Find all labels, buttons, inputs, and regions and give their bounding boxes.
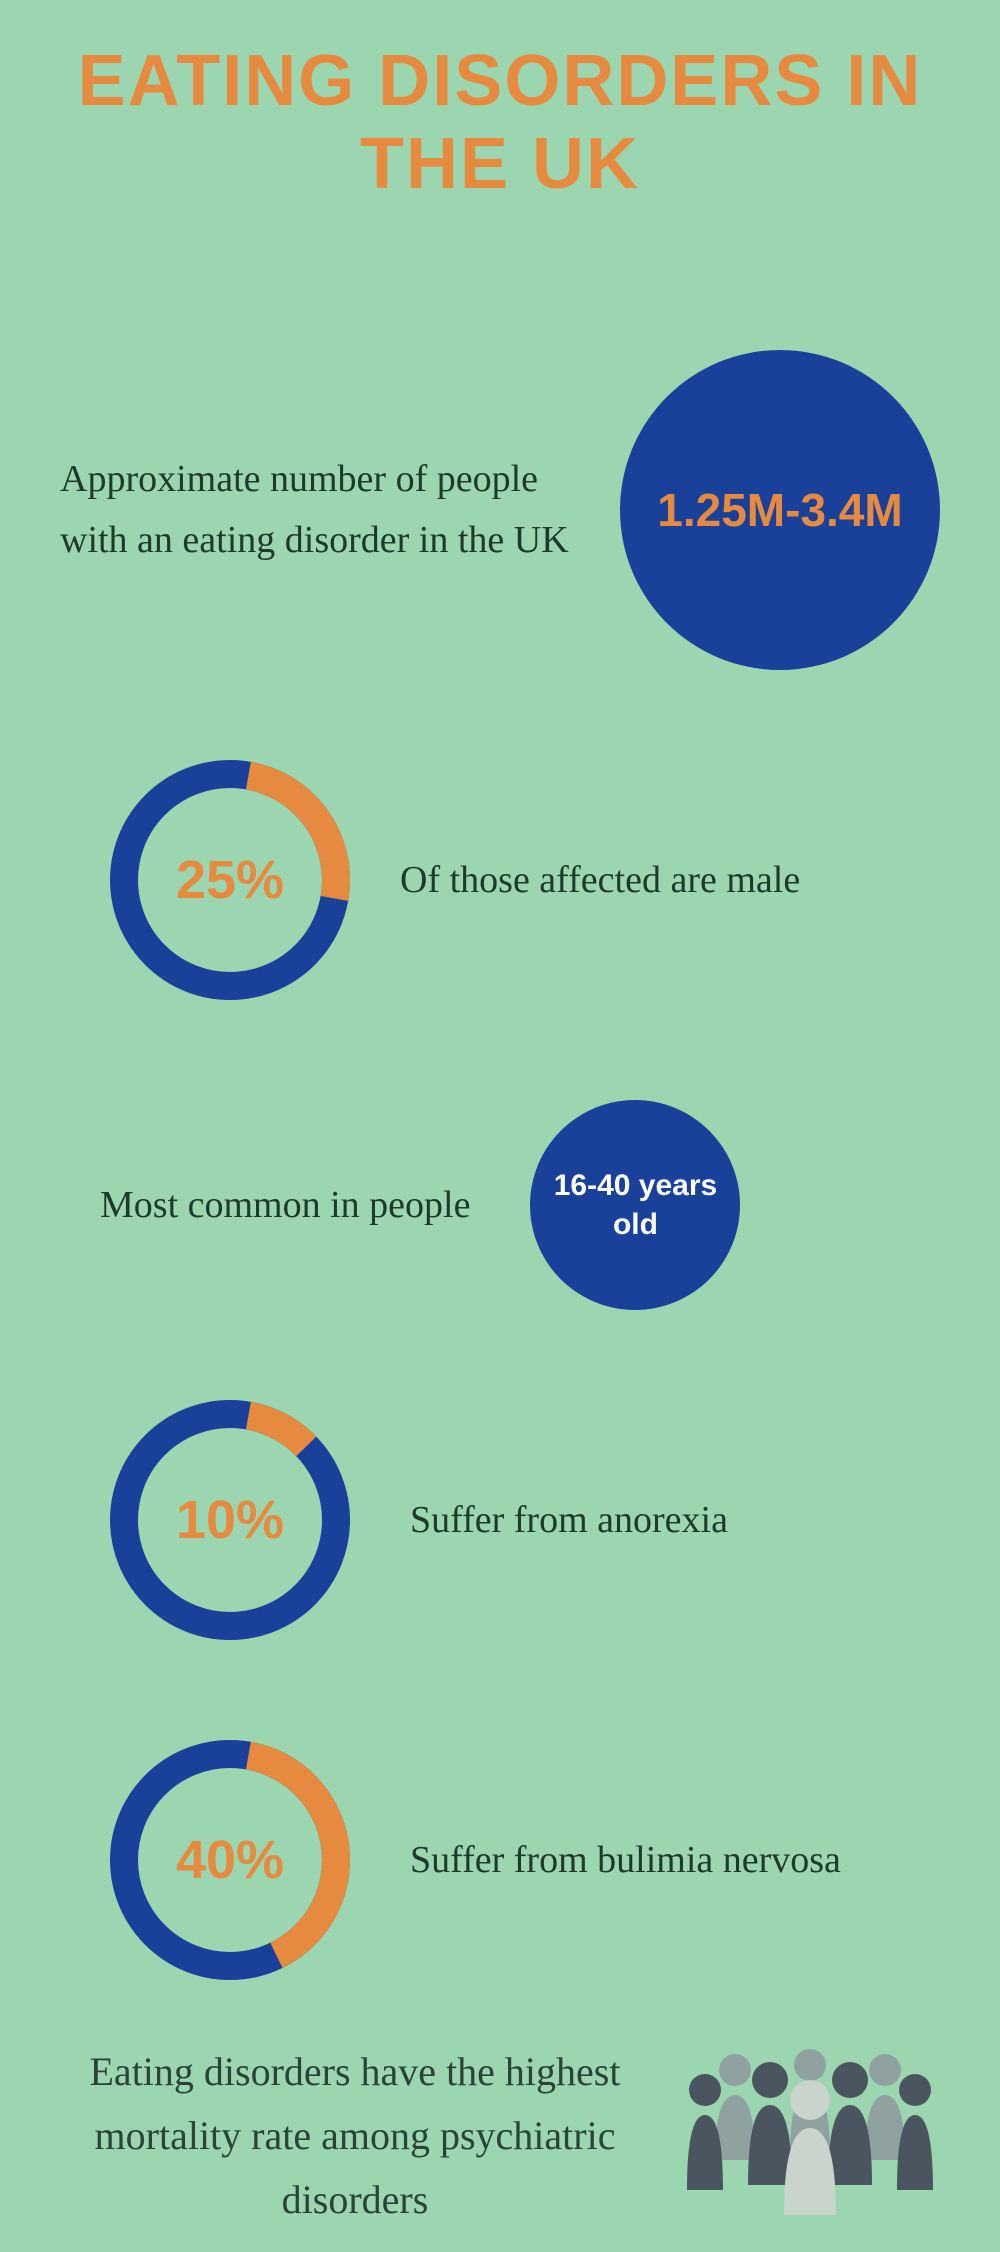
stat5-percent-label: 40% — [110, 1740, 350, 1980]
stat2-percent-label: 25% — [110, 760, 350, 1000]
stat1-value: 1.25m-3.4m — [657, 483, 902, 537]
stat2-donut: 25% — [110, 760, 350, 1000]
stat1-circle: 1.25m-3.4m — [620, 350, 940, 670]
stat2-text: Of those affected are male — [400, 850, 940, 911]
stat-row-3: Most common in people 16-40 years old — [0, 1100, 1000, 1310]
stat-row-2: 25% Of those affected are male — [0, 760, 1000, 1000]
stat5-donut: 40% — [110, 1740, 350, 1980]
people-group-icon — [680, 2040, 940, 2220]
stat4-text: Suffer from anorexia — [410, 1490, 940, 1551]
stat3-circle: 16-40 years old — [530, 1100, 740, 1310]
stat3-text: Most common in people — [100, 1175, 470, 1236]
stat5-text: Suffer from bulimia nervosa — [410, 1830, 940, 1891]
stat-row-5: 40% Suffer from bulimia nervosa — [0, 1740, 1000, 1980]
stat4-percent-label: 10% — [110, 1400, 350, 1640]
stat1-text: Approximate number of people with an eat… — [60, 449, 620, 571]
stat-row-1: Approximate number of people with an eat… — [0, 350, 1000, 670]
footer-row: Eating disorders have the highest mortal… — [0, 2040, 1000, 2232]
page-title: Eating disorders in the UK — [0, 0, 1000, 206]
stat3-value: 16-40 years old — [550, 1166, 720, 1244]
footer-text: Eating disorders have the highest mortal… — [60, 2040, 650, 2232]
stat4-donut: 10% — [110, 1400, 350, 1640]
stat-row-4: 10% Suffer from anorexia — [0, 1400, 1000, 1640]
